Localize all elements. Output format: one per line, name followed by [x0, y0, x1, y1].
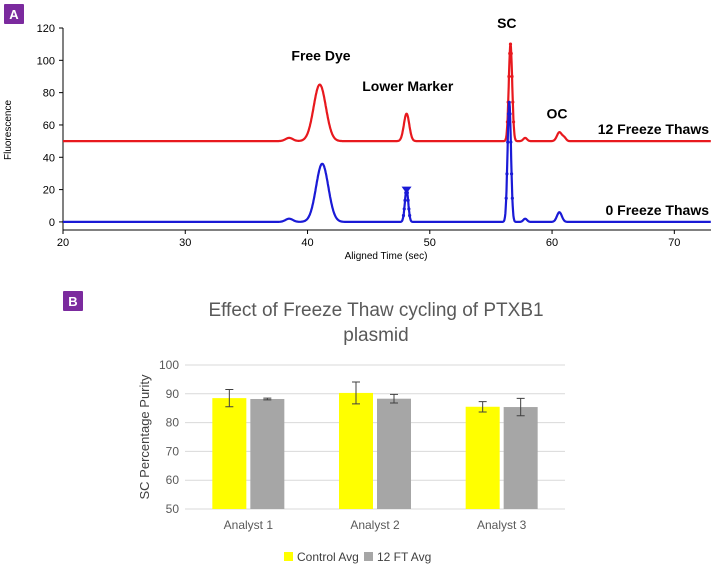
- panel-a-series-point: [504, 196, 508, 200]
- panel-b-ylabel: SC Percentage Purity: [137, 374, 152, 500]
- panel-a-series-point: [407, 207, 411, 211]
- panel-b-y-tick-label: 100: [159, 358, 179, 372]
- panel-b-error-bar: [352, 381, 360, 405]
- panel-a-series-point: [401, 213, 406, 218]
- panel-a-y-tick-label: 80: [43, 88, 55, 100]
- panel-b-bar: [250, 398, 285, 509]
- panel-a-ylabel: Fluorescence: [3, 100, 14, 160]
- panel-b-legend-label: 12 FT Avg: [377, 550, 431, 564]
- panel-b-bars: [212, 381, 538, 509]
- panel-b: B Effect of Freeze Thaw cycling of PTXB1…: [63, 291, 565, 564]
- panel-b-error-bar: [516, 397, 525, 417]
- panel-b-gridlines: [185, 364, 565, 510]
- panel-a-x-tick-label: 20: [57, 237, 69, 249]
- panel-a-series-point: [509, 172, 514, 176]
- panel-a-series-line-1: [62, 101, 712, 223]
- panel-b-label: B: [68, 294, 77, 309]
- panel-a-annotation: SC: [497, 15, 516, 31]
- panel-a-y-tick-label: 0: [49, 217, 55, 229]
- panel-b-legend: Control Avg 12 FT Avg: [284, 550, 431, 564]
- panel-a-series-point: [510, 196, 514, 200]
- panel-a-annotation: Free Dye: [291, 47, 350, 63]
- panel-b-bar: [377, 398, 411, 509]
- panel-a-series-point: [507, 100, 511, 104]
- panel-b-y-tick-label: 50: [166, 502, 180, 516]
- panel-a-series-point: [509, 140, 513, 144]
- panel-a-annotation: OC: [546, 105, 567, 121]
- panel-b-legend-swatch: [364, 552, 373, 561]
- panel-a-series-point: [505, 172, 509, 176]
- panel-a-xlabel: Aligned Time (sec): [345, 251, 428, 262]
- panel-b-y-tick-label: 90: [166, 387, 180, 401]
- panel-b-bar: [465, 406, 500, 509]
- panel-b-bar: [212, 398, 247, 509]
- panel-b-y-tick-label: 80: [166, 416, 180, 430]
- panel-a-annotation: Lower Marker: [362, 78, 454, 94]
- panel-a-label: A: [9, 7, 19, 22]
- panel-b-legend-label: Control Avg: [297, 550, 359, 564]
- panel-a-x-tick-label: 30: [179, 237, 191, 249]
- panel-a-series-point: [511, 120, 516, 124]
- panel-a-series-point: [402, 207, 406, 211]
- panel-a-y-tick-label: 20: [43, 185, 55, 197]
- panel-b-error-bar: [263, 397, 272, 401]
- panel-b-x-tick-label: Analyst 3: [477, 518, 527, 532]
- panel-a-lower-marker-triangle: [401, 186, 412, 194]
- panel-a-series-label: 12 Freeze Thaws: [598, 121, 709, 137]
- panel-a-y-tick-label: 120: [37, 23, 55, 35]
- panel-b-legend-swatch: [284, 552, 293, 561]
- panel-a-x-tick-label: 40: [301, 237, 313, 249]
- panel-a-x-tick-label: 50: [424, 237, 436, 249]
- panel-b-axes: 50 60 70 80 90 100 Analyst 1 Analyst 2 Analyst 3: [159, 358, 527, 532]
- panel-a-series-point: [406, 198, 410, 202]
- panel-b-title-line-1: Effect of Freeze Thaw cycling of PTXB1: [208, 300, 543, 321]
- panel-b-title-line-2: plasmid: [343, 325, 408, 346]
- panel-a-series-point: [408, 213, 412, 218]
- panel-a-series-point: [508, 112, 512, 116]
- panel-a-series-point: [508, 42, 513, 46]
- panel-b-badge: [63, 291, 83, 311]
- panel-a-series: 12 Freeze Thaws 0 Freeze Thaws: [62, 42, 712, 223]
- panel-a-y-tick-label: 60: [43, 120, 55, 132]
- panel-a-series-label: 0 Freeze Thaws: [606, 202, 710, 218]
- panel-b-error-bar: [478, 401, 487, 413]
- panel-b-x-tick-label: Analyst 1: [224, 518, 274, 532]
- panel-a-y-tick-label: 40: [43, 152, 55, 164]
- panel-a-annotations: Free Dye Lower Marker SC OC: [291, 15, 567, 121]
- panel-b-bar: [339, 392, 373, 509]
- panel-b-error-bar: [225, 388, 234, 408]
- panel-b-y-tick-label: 70: [166, 444, 180, 458]
- panel-b-bar: [503, 407, 538, 509]
- panel-a-series-point: [511, 100, 515, 104]
- panel-a-series-point: [403, 198, 407, 202]
- panel-a-y-tick-label: 100: [37, 55, 55, 67]
- panel-b-x-tick-label: Analyst 2: [350, 518, 400, 532]
- panel-a-series-point: [507, 74, 511, 79]
- panel-a-series-point: [506, 140, 510, 144]
- panel-a-series-point: [510, 74, 514, 79]
- panel-a-x-tick-label: 70: [668, 237, 680, 249]
- panel-a-series-line-0: [62, 43, 712, 143]
- panel-a-x-tick-label: 60: [546, 237, 558, 249]
- panel-b-error-bar: [390, 393, 398, 404]
- panel-a-series-point: [509, 51, 513, 56]
- panel-b-y-tick-label: 60: [166, 473, 180, 487]
- panel-a-badge: [4, 4, 24, 24]
